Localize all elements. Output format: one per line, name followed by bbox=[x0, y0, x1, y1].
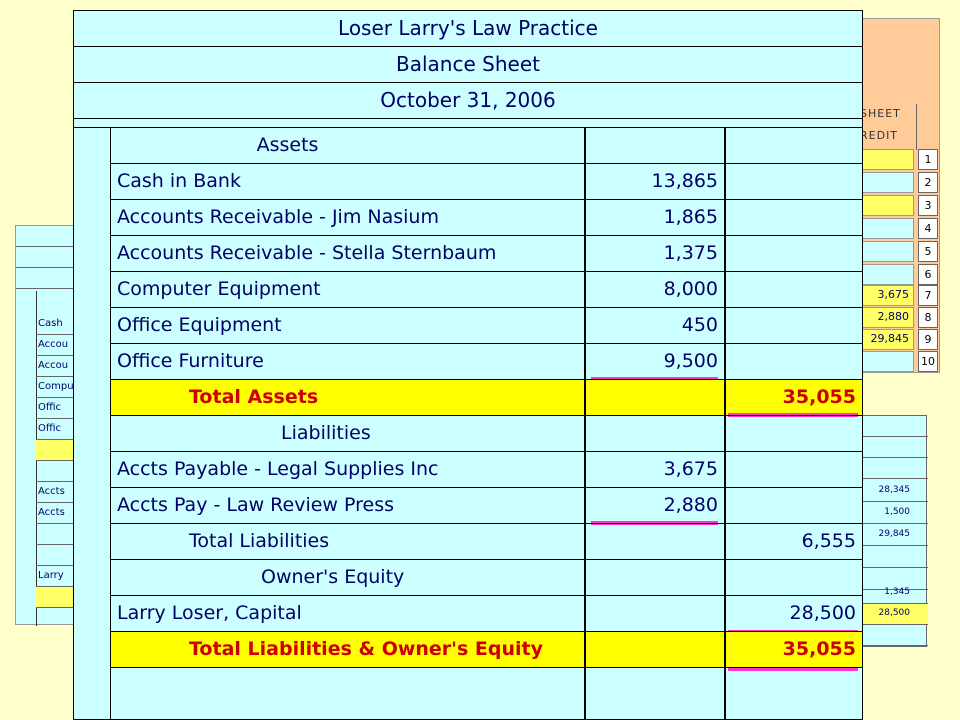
amount-cell bbox=[585, 631, 725, 668]
amount-cell bbox=[585, 667, 725, 720]
total-liabilities-equity-amount: 35,055 bbox=[725, 631, 863, 668]
total-assets-amount: 35,055 bbox=[725, 379, 863, 416]
capital-label: Larry Loser, Capital bbox=[110, 595, 585, 632]
assets-heading: Assets bbox=[110, 127, 585, 164]
bg-row bbox=[856, 458, 928, 479]
total-assets-label: Total Assets bbox=[110, 379, 585, 416]
bg-row bbox=[856, 547, 928, 568]
bg-row bbox=[856, 569, 928, 590]
report-date: October 31, 2006 bbox=[73, 82, 863, 119]
bg-row-label: Offic bbox=[36, 398, 78, 419]
bg-divider bbox=[916, 104, 942, 150]
amount-cell bbox=[585, 595, 725, 632]
bg-row bbox=[16, 226, 78, 247]
bg-row-number: 1 bbox=[918, 149, 938, 170]
bg-header-sheet: SHEET bbox=[860, 107, 901, 120]
bg-row-number: 9 bbox=[918, 329, 938, 350]
asset-amount: 1,865 bbox=[585, 199, 725, 236]
empty-row bbox=[110, 667, 585, 720]
bg-header-credit: REDIT bbox=[860, 129, 899, 142]
bg-row-label bbox=[36, 440, 78, 461]
bg-row-label: Accts bbox=[36, 503, 78, 524]
bg-row-label: Larry bbox=[36, 566, 78, 587]
amount-cell bbox=[725, 415, 863, 452]
amount-cell bbox=[585, 559, 725, 596]
asset-amount: 8,000 bbox=[585, 271, 725, 308]
amount-cell bbox=[585, 379, 725, 416]
bg-row-label: Offic bbox=[36, 419, 78, 440]
asset-label: Accounts Receivable - Stella Sternbaum bbox=[110, 235, 585, 272]
amount-cell bbox=[725, 343, 863, 380]
bg-row: 28,345 bbox=[856, 481, 928, 502]
bg-row-number: 7 bbox=[918, 285, 938, 306]
bg-row: 1,500 bbox=[856, 503, 928, 524]
bg-row-label bbox=[36, 545, 78, 566]
amount-cell bbox=[725, 559, 863, 596]
total-liabilities-label: Total Liabilities bbox=[110, 523, 585, 560]
bg-row bbox=[856, 416, 928, 437]
amount-cell bbox=[725, 451, 863, 488]
capital-amount: 28,500 bbox=[725, 595, 863, 632]
bg-row: 28,500 bbox=[856, 604, 928, 625]
amount-cell bbox=[585, 523, 725, 560]
asset-amount: 450 bbox=[585, 307, 725, 344]
bg-row-label bbox=[36, 524, 78, 545]
bg-row-label: Compu bbox=[36, 377, 78, 398]
bg-row-label bbox=[36, 461, 78, 482]
amount-cell bbox=[725, 307, 863, 344]
bg-row bbox=[16, 268, 78, 289]
liability-label: Accts Payable - Legal Supplies Inc bbox=[110, 451, 585, 488]
bg-row bbox=[856, 437, 928, 458]
firm-name: Loser Larry's Law Practice bbox=[73, 10, 863, 47]
background-worksheet-right-lower: 28,345 1,500 29,845 1,345 28,500 bbox=[855, 415, 928, 647]
asset-label: Office Equipment bbox=[110, 307, 585, 344]
bg-row-label: Accou bbox=[36, 356, 78, 377]
bg-row bbox=[856, 625, 928, 646]
bg-row-number: 6 bbox=[918, 264, 938, 285]
asset-label: Office Furniture bbox=[110, 343, 585, 380]
liability-label: Accts Pay - Law Review Press bbox=[110, 487, 585, 524]
asset-amount: 9,500 bbox=[585, 343, 725, 380]
total-liabilities-equity-label: Total Liabilities & Owner's Equity bbox=[110, 631, 585, 668]
bg-row: 29,845 bbox=[856, 525, 928, 546]
amount-cell bbox=[725, 163, 863, 200]
asset-label: Cash in Bank bbox=[110, 163, 585, 200]
bg-row-number: 2 bbox=[918, 172, 938, 193]
bg-row-number: 5 bbox=[918, 241, 938, 262]
bg-row bbox=[16, 247, 78, 268]
amount-cell bbox=[585, 415, 725, 452]
bg-row-number: 8 bbox=[918, 307, 938, 328]
asset-amount: 13,865 bbox=[585, 163, 725, 200]
amount-cell bbox=[725, 271, 863, 308]
amount-cell bbox=[725, 667, 863, 720]
amount-cell bbox=[585, 127, 725, 164]
report-title: Balance Sheet bbox=[73, 46, 863, 83]
bg-row-label: Accou bbox=[36, 335, 78, 356]
amount-cell bbox=[725, 487, 863, 524]
balance-sheet: Loser Larry's Law Practice Balance Sheet… bbox=[73, 10, 863, 720]
bg-row-number: 3 bbox=[918, 195, 938, 216]
bg-row-label: Cash bbox=[36, 314, 78, 335]
asset-amount: 1,375 bbox=[585, 235, 725, 272]
bg-row-number: 4 bbox=[918, 218, 938, 239]
amount-cell bbox=[725, 235, 863, 272]
bg-row: 1,345 bbox=[856, 583, 928, 604]
equity-heading: Owner's Equity bbox=[110, 559, 585, 596]
asset-label: Computer Equipment bbox=[110, 271, 585, 308]
bg-credit-cell: 29,845 bbox=[846, 329, 914, 350]
total-liabilities-amount: 6,555 bbox=[725, 523, 863, 560]
left-margin-column bbox=[73, 127, 111, 720]
bg-row-label: Accts bbox=[36, 482, 78, 503]
amount-cell bbox=[725, 199, 863, 236]
total-double-underline bbox=[728, 667, 858, 671]
liabilities-heading: Liabilities bbox=[110, 415, 585, 452]
background-worksheet-left: Cash Accou Accou Compu Offic Offic Accts… bbox=[15, 225, 78, 626]
asset-label: Accounts Receivable - Jim Nasium bbox=[110, 199, 585, 236]
bg-row-label bbox=[36, 587, 78, 608]
bg-row-number: 10 bbox=[918, 351, 938, 372]
liability-amount: 2,880 bbox=[585, 487, 725, 524]
amount-cell bbox=[725, 127, 863, 164]
liability-amount: 3,675 bbox=[585, 451, 725, 488]
